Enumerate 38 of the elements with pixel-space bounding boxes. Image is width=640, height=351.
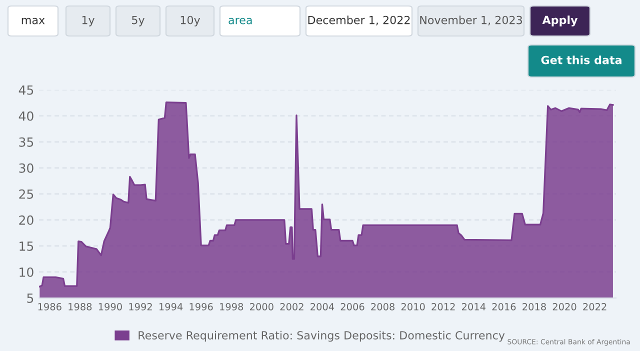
y-tick-label: 25 <box>19 189 34 199</box>
y-tick-label: 45 <box>18 85 34 95</box>
text: December 1, 2022 <box>308 16 410 26</box>
x-tick-label: 2002 <box>280 303 304 310</box>
y-tick-label: 35 <box>19 137 34 147</box>
text: Apply <box>542 16 578 26</box>
x-tick-label: 1994 <box>159 303 183 310</box>
y-tick-label: 30 <box>19 163 34 173</box>
text: 5y <box>132 16 144 26</box>
y-tick-label: 15 <box>20 242 34 251</box>
x-tick-label: 2012 <box>432 303 455 310</box>
text: max <box>22 18 45 24</box>
text: 10y <box>180 16 200 26</box>
y-tick-label: 20 <box>19 215 34 225</box>
x-tick-label: 2008 <box>371 303 394 310</box>
x-tick-label: 2022 <box>583 303 606 310</box>
legend-label: Reserve Requirement Ratio: Savings Deposits: Domestic Currency <box>138 330 505 342</box>
text: November 1, 2023 <box>420 16 522 26</box>
x-tick-label: 1986 <box>38 303 62 310</box>
x-tick-label: 1996 <box>190 303 213 310</box>
x-tick-label: 1998 <box>220 303 244 310</box>
y-tick-label: 10 <box>20 267 34 277</box>
x-tick-label: 2010 <box>401 303 425 310</box>
x-tick-label: 2016 <box>492 303 516 310</box>
x-tick-label: 2014 <box>462 303 486 310</box>
x-tick-label: 2006 <box>340 303 364 310</box>
text: Get this data <box>541 56 622 64</box>
x-tick-label: 2000 <box>250 303 274 310</box>
x-tick-label: 2018 <box>522 303 546 310</box>
x-tick-label: 2020 <box>552 303 576 310</box>
x-tick-label: 1990 <box>98 303 122 310</box>
x-tick-label: 2004 <box>310 303 334 310</box>
text: 1y <box>82 16 94 26</box>
x-tick-label: 1992 <box>129 303 152 310</box>
x-tick-label: 1988 <box>68 303 92 310</box>
text: area <box>228 18 252 24</box>
y-tick-label: 40 <box>18 111 34 121</box>
y-tick-label: 5 <box>27 294 34 303</box>
